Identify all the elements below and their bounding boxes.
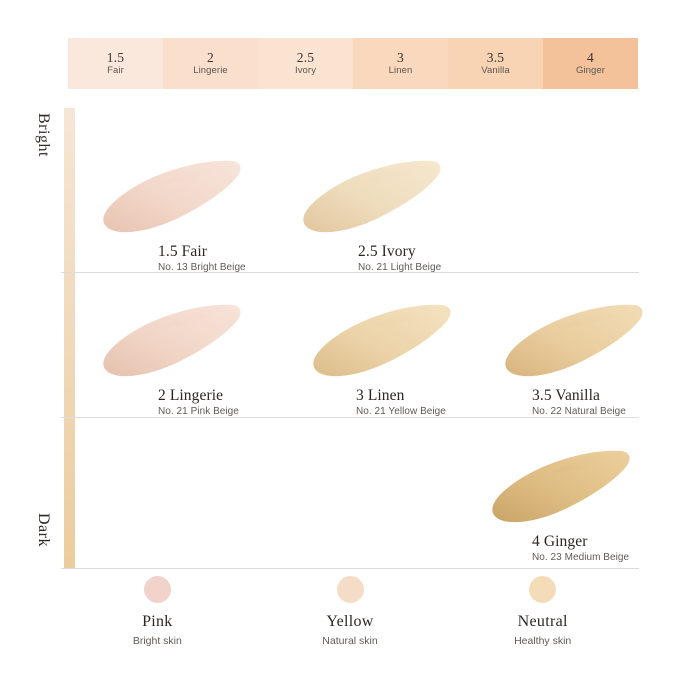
foundation-smear-icon bbox=[296, 158, 444, 236]
legend-item-yellow[interactable]: Yellow Natural skin bbox=[254, 572, 447, 652]
foundation-smear-icon bbox=[485, 448, 633, 526]
swatch-caption: 2 Lingerie No. 21 Pink Beige bbox=[158, 386, 296, 418]
foundation-smear-icon bbox=[96, 158, 244, 236]
swatch-title: 1.5 Fair bbox=[158, 243, 208, 260]
swatch-subtitle: No. 21 Light Beige bbox=[358, 262, 442, 274]
swatch-subtitle: No. 23 Medium Beige bbox=[532, 552, 630, 564]
foundation-smear-icon bbox=[306, 302, 454, 380]
undertone-dot-icon bbox=[529, 576, 557, 603]
row-separator-3 bbox=[61, 568, 639, 569]
swatch-caption: 3 Linen No. 21 Yellow Beige bbox=[356, 386, 506, 418]
undertone-dot-icon bbox=[143, 576, 171, 603]
legend-subtitle: Natural skin bbox=[322, 635, 378, 647]
brightness-axis-gradient bbox=[64, 108, 75, 568]
shade-number: 2 bbox=[207, 49, 214, 65]
legend-subtitle: Healthy skin bbox=[514, 635, 572, 647]
legend-title: Yellow bbox=[326, 613, 374, 630]
swatch-caption: 1.5 Fair No. 13 Bright Beige bbox=[158, 242, 296, 274]
shade-name: Ginger bbox=[575, 65, 606, 77]
swatch-subtitle: No. 22 Natural Beige bbox=[532, 406, 626, 418]
product-swatch-ginger[interactable]: 4 Ginger No. 23 Medium Beige bbox=[485, 448, 679, 564]
shade-cell-fair[interactable]: 1.5 Fair bbox=[68, 38, 163, 89]
shade-cell-ivory[interactable]: 2.5 Ivory bbox=[258, 38, 353, 89]
shade-name: Lingerie bbox=[193, 65, 228, 77]
product-swatch-linen[interactable]: 3 Linen No. 21 Yellow Beige bbox=[306, 302, 506, 418]
shade-cell-lingerie[interactable]: 2 Lingerie bbox=[163, 38, 258, 89]
undertone-dot-icon bbox=[336, 576, 364, 603]
foundation-smear-icon bbox=[498, 302, 646, 380]
shade-number: 3.5 bbox=[486, 49, 505, 65]
swatch-title: 3 Linen bbox=[356, 387, 405, 404]
shade-name: Ivory bbox=[294, 65, 317, 77]
swatch-subtitle: No. 21 Yellow Beige bbox=[356, 406, 446, 418]
swatch-caption: 3.5 Vanilla No. 22 Natural Beige bbox=[532, 386, 679, 418]
row-separator-2 bbox=[61, 417, 639, 418]
shade-name: Vanilla bbox=[481, 65, 510, 77]
shade-number: 1.5 bbox=[106, 49, 125, 65]
shade-number: 2.5 bbox=[296, 49, 315, 65]
swatch-title: 3.5 Vanilla bbox=[532, 387, 600, 404]
product-swatch-fair[interactable]: 1.5 Fair No. 13 Bright Beige bbox=[96, 158, 296, 274]
product-swatch-lingerie[interactable]: 2 Lingerie No. 21 Pink Beige bbox=[96, 302, 296, 418]
shade-cell-linen[interactable]: 3 Linen bbox=[353, 38, 448, 89]
shade-bar: 1.5 Fair 2 Lingerie 2.5 Ivory 3 Linen 3.… bbox=[68, 38, 638, 89]
legend-title: Pink bbox=[142, 613, 173, 630]
legend-subtitle: Bright skin bbox=[132, 635, 182, 647]
axis-label-dark: Dark bbox=[35, 513, 52, 547]
row-separator-1 bbox=[61, 272, 639, 273]
swatch-subtitle: No. 21 Pink Beige bbox=[158, 406, 239, 418]
swatch-title: 2 Lingerie bbox=[158, 387, 224, 404]
swatch-caption: 2.5 Ivory No. 21 Light Beige bbox=[358, 242, 496, 274]
undertone-legend: Pink Bright skin Yellow Natural skin Neu… bbox=[61, 572, 639, 652]
swatch-caption: 4 Ginger No. 23 Medium Beige bbox=[532, 532, 679, 564]
shade-cell-vanilla[interactable]: 3.5 Vanilla bbox=[448, 38, 543, 89]
legend-item-neutral[interactable]: Neutral Healthy skin bbox=[446, 572, 639, 652]
product-swatch-vanilla[interactable]: 3.5 Vanilla No. 22 Natural Beige bbox=[498, 302, 679, 418]
swatch-title: 4 Ginger bbox=[532, 533, 588, 550]
shade-name: Fair bbox=[107, 65, 124, 77]
legend-title: Neutral bbox=[517, 613, 568, 630]
legend-item-pink[interactable]: Pink Bright skin bbox=[61, 572, 254, 652]
shade-number: 4 bbox=[587, 49, 594, 65]
shade-name: Linen bbox=[388, 65, 413, 77]
shade-number: 3 bbox=[397, 49, 404, 65]
foundation-smear-icon bbox=[96, 302, 244, 380]
swatch-title: 2.5 Ivory bbox=[358, 243, 416, 260]
product-swatch-ivory[interactable]: 2.5 Ivory No. 21 Light Beige bbox=[296, 158, 496, 274]
axis-label-bright: Bright bbox=[35, 113, 52, 157]
shade-cell-ginger[interactable]: 4 Ginger bbox=[543, 38, 638, 89]
swatch-subtitle: No. 13 Bright Beige bbox=[158, 262, 246, 274]
